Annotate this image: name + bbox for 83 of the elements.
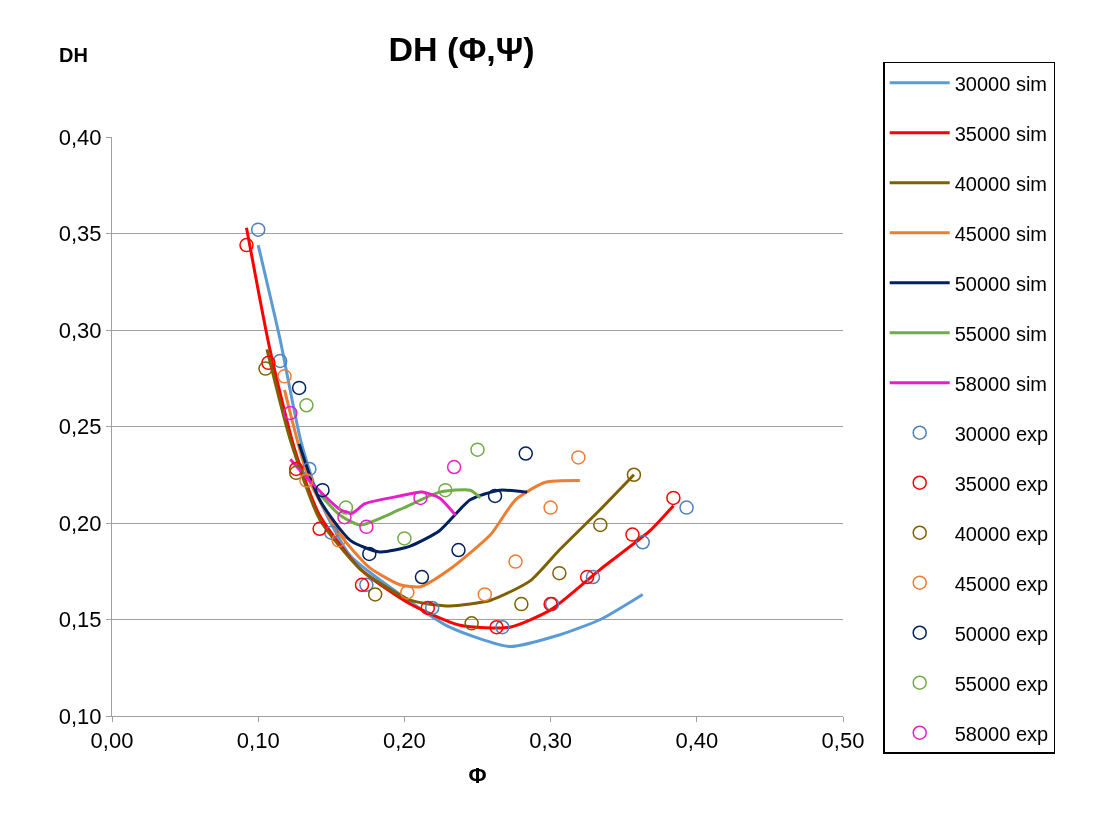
- point: [413, 490, 428, 506]
- point: [489, 619, 504, 635]
- point: [495, 619, 510, 635]
- point: [291, 380, 307, 396]
- point: [514, 596, 529, 612]
- point: [487, 488, 503, 504]
- point: [593, 517, 608, 533]
- point: [420, 600, 436, 616]
- point: [518, 446, 533, 461]
- point: [414, 569, 430, 585]
- point: [359, 577, 374, 592]
- y-tick-label: 0,35: [58, 221, 102, 247]
- point: [299, 473, 314, 488]
- legend-label: 40000 exp: [954, 522, 1049, 545]
- legend-label: 30000 sim: [954, 72, 1047, 95]
- chart-title: DH (Φ,Ψ): [388, 30, 535, 69]
- point: [337, 509, 352, 525]
- point: [283, 405, 298, 421]
- point: [585, 569, 601, 585]
- x-tick-label: 0,40: [675, 728, 719, 754]
- legend-label: 50000 sim: [954, 272, 1047, 295]
- point: [635, 535, 650, 550]
- point: [424, 600, 440, 616]
- legend-label: 45000 exp: [954, 572, 1049, 595]
- point: [571, 450, 586, 465]
- point: [477, 587, 493, 602]
- point: [451, 542, 466, 558]
- x-tick-label: 0,10: [236, 728, 280, 754]
- point: [679, 500, 694, 515]
- point: [324, 525, 339, 540]
- point: [579, 569, 595, 585]
- y-tick-label: 0,15: [58, 607, 102, 633]
- point: [277, 369, 292, 384]
- point: [464, 616, 479, 631]
- point: [626, 467, 642, 482]
- point: [261, 355, 276, 371]
- point: [250, 222, 266, 237]
- point: [438, 482, 453, 498]
- point: [315, 482, 330, 498]
- point: [625, 527, 640, 542]
- legend-label: 55000 sim: [954, 322, 1047, 345]
- point: [302, 461, 317, 477]
- legend-label: 55000 exp: [954, 672, 1049, 695]
- y-axis-title: DH: [59, 44, 88, 66]
- point: [288, 461, 304, 477]
- point: [338, 500, 354, 515]
- point: [362, 546, 377, 562]
- point: [367, 587, 383, 602]
- y-tick-label: 0,30: [58, 317, 102, 343]
- x-tick-label: 0,50: [821, 728, 865, 754]
- legend-label: 58000 sim: [954, 372, 1047, 395]
- x-axis-title: Φ: [468, 763, 487, 789]
- point: [446, 459, 462, 475]
- legend-label: 35000 sim: [954, 122, 1047, 145]
- x-tick-label: 0,20: [382, 728, 426, 754]
- x-tick-label: 0,00: [90, 728, 134, 754]
- x-tick-label: 0,30: [529, 728, 573, 754]
- point: [239, 237, 254, 253]
- point: [470, 442, 485, 457]
- point: [666, 490, 681, 506]
- point: [312, 521, 327, 537]
- point: [397, 531, 412, 546]
- y-tick-label: 0,10: [58, 703, 102, 729]
- point: [508, 554, 523, 569]
- y-tick-label: 0,20: [58, 510, 102, 536]
- legend-label: 35000 exp: [954, 472, 1049, 495]
- legend-label: 58000 exp: [954, 722, 1049, 745]
- point: [543, 500, 558, 515]
- point: [288, 465, 304, 481]
- point: [552, 565, 567, 581]
- y-tick-label: 0,40: [58, 124, 102, 150]
- legend-label: 50000 exp: [954, 622, 1049, 645]
- point: [331, 533, 346, 548]
- y-tick-label: 0,25: [58, 414, 102, 440]
- point: [272, 353, 288, 369]
- point: [354, 577, 370, 592]
- legend-label: 30000 exp: [954, 422, 1049, 445]
- legend-label: 45000 sim: [954, 222, 1047, 245]
- legend-label: 40000 sim: [954, 172, 1047, 195]
- point: [258, 361, 273, 376]
- point: [299, 398, 314, 413]
- point: [400, 585, 415, 600]
- point: [359, 519, 374, 535]
